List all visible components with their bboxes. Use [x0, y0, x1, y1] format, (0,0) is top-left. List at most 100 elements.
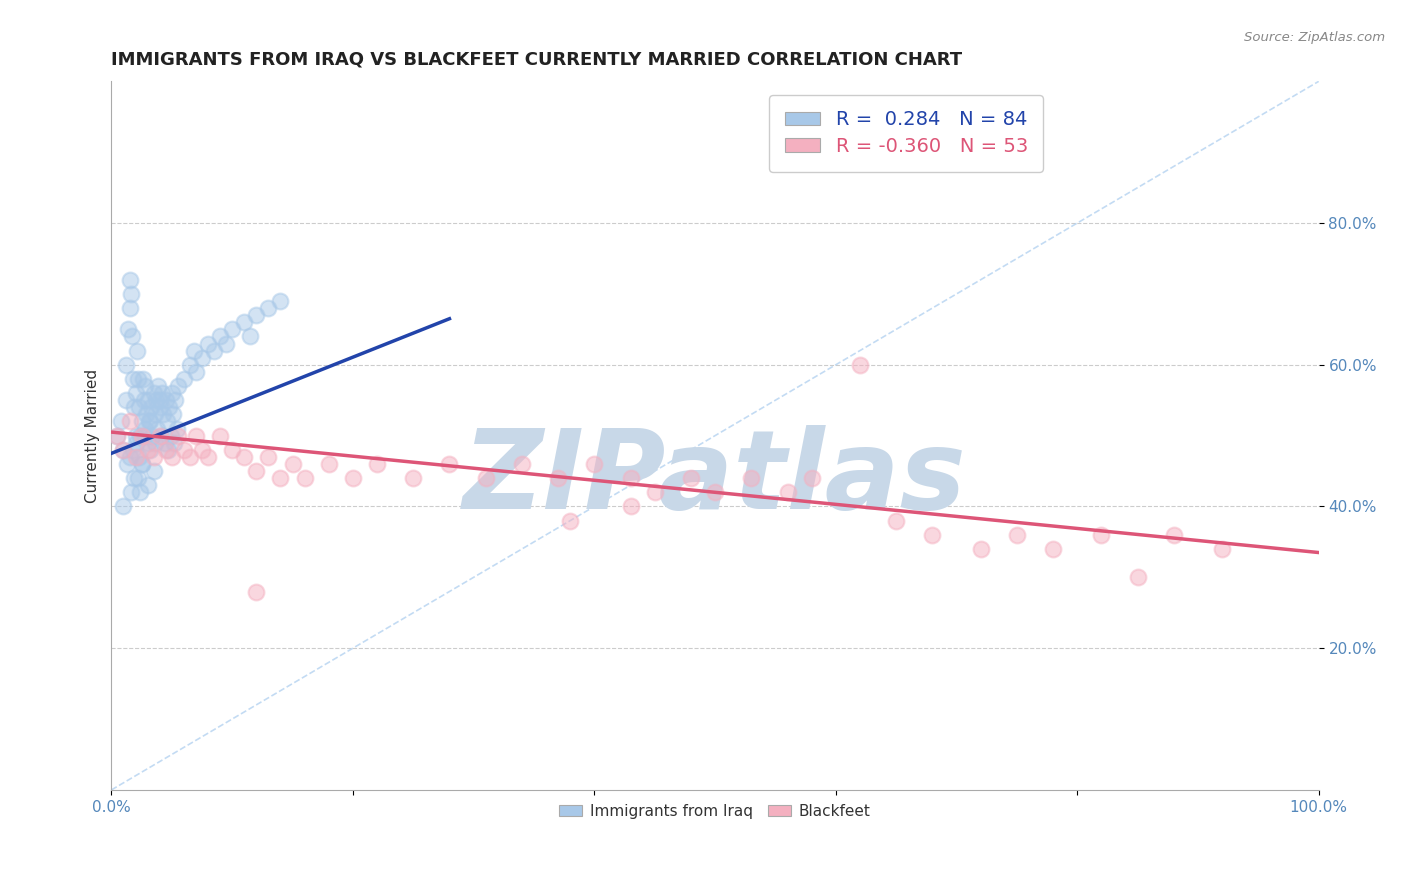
Legend: Immigrants from Iraq, Blackfeet: Immigrants from Iraq, Blackfeet	[554, 797, 877, 825]
Point	[1211, 541, 1233, 556]
Point	[149, 428, 172, 442]
Point	[142, 450, 165, 464]
Point	[439, 457, 461, 471]
Point	[245, 464, 267, 478]
Point	[239, 329, 262, 343]
Point	[156, 414, 179, 428]
Point	[124, 401, 146, 415]
Point	[128, 450, 150, 464]
Point	[149, 401, 172, 415]
Point	[107, 428, 129, 442]
Point	[560, 514, 582, 528]
Point	[969, 541, 991, 556]
Point	[131, 457, 153, 471]
Point	[191, 351, 214, 365]
Point	[122, 442, 145, 457]
Point	[148, 379, 170, 393]
Point	[125, 343, 148, 358]
Point	[166, 421, 188, 435]
Point	[124, 471, 146, 485]
Point	[402, 471, 425, 485]
Point	[131, 428, 153, 442]
Point	[152, 408, 174, 422]
Text: ZIPatlas: ZIPatlas	[463, 425, 967, 532]
Point	[136, 435, 159, 450]
Point	[165, 393, 187, 408]
Point	[318, 457, 340, 471]
Point	[136, 393, 159, 408]
Point	[129, 485, 152, 500]
Point	[1090, 528, 1112, 542]
Point	[159, 428, 181, 442]
Point	[117, 322, 139, 336]
Point	[142, 464, 165, 478]
Point	[163, 435, 186, 450]
Point	[884, 514, 907, 528]
Point	[679, 471, 702, 485]
Point	[157, 442, 180, 457]
Point	[197, 450, 219, 464]
Point	[115, 393, 138, 408]
Point	[281, 457, 304, 471]
Point	[474, 471, 496, 485]
Point	[143, 435, 166, 450]
Point	[141, 401, 163, 415]
Point	[120, 485, 142, 500]
Point	[191, 442, 214, 457]
Point	[132, 393, 155, 408]
Point	[179, 358, 201, 372]
Point	[142, 386, 165, 401]
Point	[136, 478, 159, 492]
Point	[366, 457, 388, 471]
Point	[547, 471, 569, 485]
Point	[921, 528, 943, 542]
Point	[245, 308, 267, 322]
Point	[184, 428, 207, 442]
Point	[849, 358, 872, 372]
Point	[269, 293, 291, 308]
Point	[128, 401, 150, 415]
Point	[139, 442, 162, 457]
Point	[131, 457, 153, 471]
Point	[150, 386, 173, 401]
Point	[257, 301, 280, 315]
Point	[135, 408, 157, 422]
Point	[127, 372, 149, 386]
Point	[155, 393, 177, 408]
Point	[166, 428, 188, 442]
Point	[136, 442, 159, 457]
Point	[112, 442, 135, 457]
Point	[209, 428, 232, 442]
Point	[131, 414, 153, 428]
Point	[704, 485, 727, 500]
Point	[776, 485, 799, 500]
Point	[160, 386, 183, 401]
Point	[1005, 528, 1028, 542]
Point	[173, 372, 195, 386]
Point	[183, 343, 205, 358]
Point	[1126, 570, 1149, 584]
Point	[160, 450, 183, 464]
Text: Source: ZipAtlas.com: Source: ZipAtlas.com	[1244, 31, 1385, 45]
Point	[269, 471, 291, 485]
Point	[118, 301, 141, 315]
Point	[149, 428, 172, 442]
Point	[166, 379, 188, 393]
Point	[132, 372, 155, 386]
Point	[107, 428, 129, 442]
Point	[134, 428, 156, 442]
Point	[202, 343, 225, 358]
Point	[155, 442, 177, 457]
Point	[215, 336, 238, 351]
Point	[124, 428, 146, 442]
Point	[342, 471, 364, 485]
Point	[294, 471, 316, 485]
Point	[157, 401, 180, 415]
Point	[129, 428, 152, 442]
Point	[124, 450, 146, 464]
Point	[118, 414, 141, 428]
Point	[143, 408, 166, 422]
Point	[149, 393, 172, 408]
Point	[124, 435, 146, 450]
Y-axis label: Currently Married: Currently Married	[86, 368, 100, 503]
